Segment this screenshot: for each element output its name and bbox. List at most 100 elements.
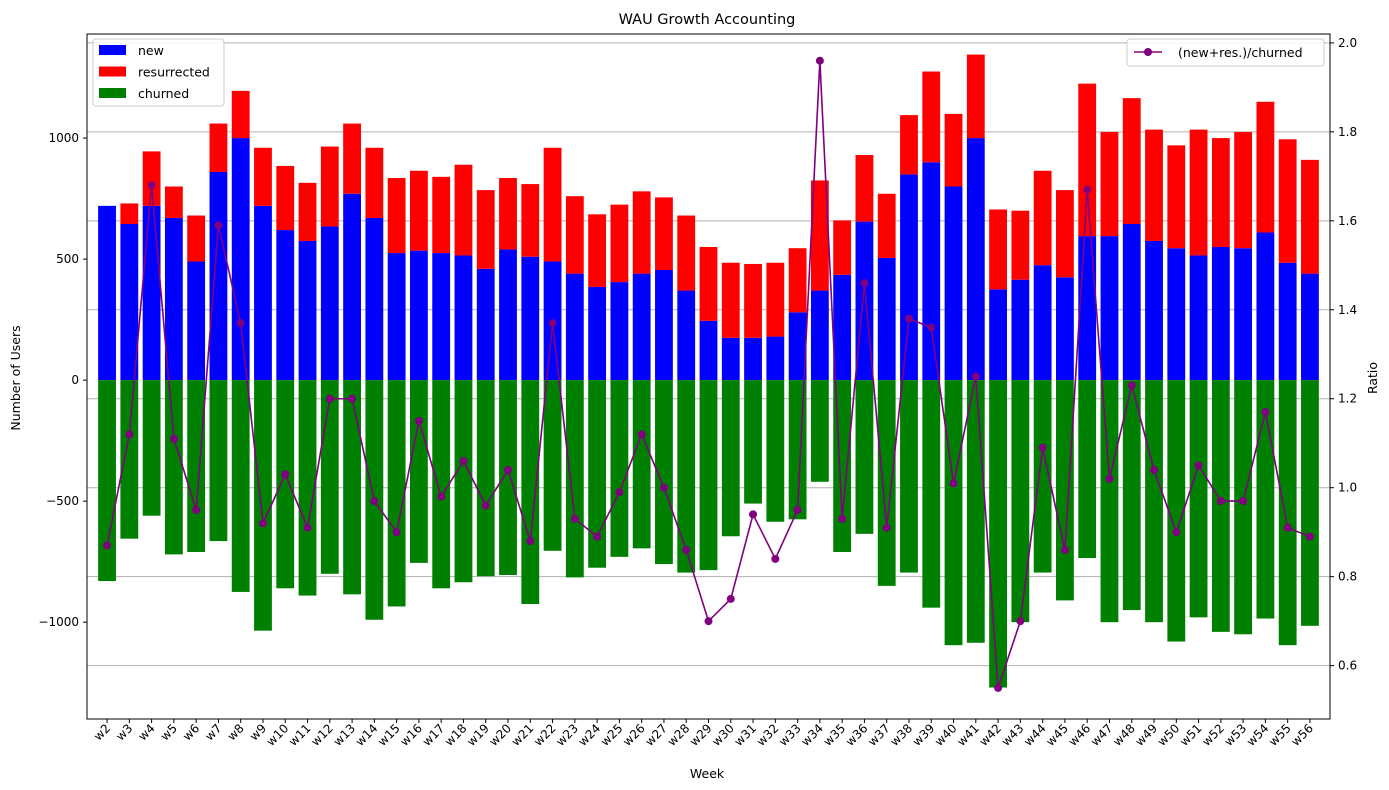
- y-tick-label: 1000: [48, 131, 79, 145]
- bar-new: [788, 312, 807, 381]
- bar-resurrected: [499, 178, 517, 250]
- bar-new: [699, 320, 718, 381]
- x-tick-label: w35: [821, 721, 849, 749]
- bar-new: [766, 336, 785, 381]
- bar-resurrected: [1033, 170, 1052, 266]
- bar-new: [454, 255, 473, 381]
- bar-churned: [1256, 380, 1275, 619]
- bar-churned: [1301, 380, 1319, 626]
- bar-churned: [855, 380, 874, 534]
- ratio-point: [392, 528, 401, 537]
- bar-resurrected: [365, 147, 384, 218]
- bar-resurrected: [387, 178, 406, 254]
- bar-churned: [98, 380, 116, 582]
- x-tick-label: w6: [180, 721, 202, 743]
- x-tick-label: w30: [709, 721, 737, 749]
- ratio-point: [1261, 408, 1270, 417]
- ratio-point: [192, 505, 201, 514]
- bar-resurrected: [254, 147, 272, 206]
- bar-new: [164, 217, 183, 381]
- bar-resurrected: [1278, 139, 1297, 263]
- x-tick-label: w55: [1266, 721, 1294, 749]
- bar-resurrected: [677, 215, 696, 291]
- bar-churned: [877, 380, 896, 586]
- bar-new: [387, 253, 406, 381]
- legend-swatch: [99, 45, 126, 55]
- legend-swatch: [99, 88, 126, 98]
- bar-new: [1100, 236, 1119, 381]
- bar-new: [1301, 273, 1319, 381]
- bar-resurrected: [989, 209, 1007, 290]
- x-tick-label: w17: [420, 721, 448, 749]
- ratio-point: [593, 532, 602, 541]
- bar-churned: [343, 380, 361, 595]
- bar-legend: new resurrected churned: [92, 38, 225, 107]
- x-tick-label: w2: [91, 721, 113, 743]
- y-tick-label: 500: [56, 252, 79, 266]
- bar-new: [632, 273, 651, 381]
- bar-resurrected: [966, 54, 985, 139]
- x-tick-label: w34: [798, 721, 826, 749]
- x-tick-label: w39: [910, 721, 938, 749]
- bar-new: [1234, 248, 1253, 381]
- ratio-point: [793, 505, 802, 514]
- bar-resurrected: [1145, 129, 1163, 241]
- bar-churned: [543, 380, 562, 551]
- bar-resurrected: [320, 146, 339, 227]
- ratio-point: [726, 594, 735, 603]
- bar-resurrected: [231, 90, 250, 139]
- ratio-point: [949, 479, 958, 488]
- bar-churned: [632, 380, 651, 549]
- ratio-point: [1083, 185, 1092, 194]
- bar-new: [98, 205, 116, 381]
- ratio-point: [1016, 617, 1025, 626]
- bar-new: [1011, 279, 1030, 381]
- ratio-point: [637, 430, 646, 439]
- ratio-point: [370, 497, 379, 506]
- y2-tick-label: 2.0: [1338, 36, 1357, 50]
- y-axis-left-label: Number of Users: [8, 325, 23, 430]
- x-tick-label: w56: [1288, 721, 1316, 749]
- x-tick-label: w52: [1199, 721, 1227, 749]
- ratio-point: [103, 541, 112, 550]
- bar-churned: [744, 380, 762, 504]
- x-tick-label: w4: [135, 721, 157, 743]
- bar-resurrected: [1301, 159, 1319, 274]
- x-tick-label: w21: [509, 721, 537, 749]
- ratio-point: [971, 372, 980, 381]
- ratio-point: [882, 523, 891, 532]
- x-tick-label: w27: [642, 721, 670, 749]
- bar-resurrected: [343, 123, 361, 194]
- y-tick-label: −1000: [38, 615, 79, 629]
- bar-new: [900, 174, 918, 381]
- ratio-point: [615, 488, 624, 497]
- bar-churned: [900, 380, 918, 573]
- bar-churned: [521, 380, 540, 605]
- y-tick-label: −500: [46, 494, 79, 508]
- ratio-point: [704, 617, 713, 626]
- bar-resurrected: [721, 262, 740, 338]
- legend-box: [1126, 38, 1325, 67]
- bar-churned: [387, 380, 406, 607]
- bar-churned: [565, 380, 584, 578]
- x-tick-label: w53: [1222, 721, 1250, 749]
- bar-churned: [989, 380, 1007, 688]
- bar-churned: [966, 380, 985, 643]
- ratio-point: [659, 483, 668, 492]
- bar-new: [521, 256, 540, 381]
- legend-label: new: [138, 43, 164, 58]
- bar-resurrected: [298, 182, 317, 241]
- bar-new: [1033, 265, 1052, 381]
- bar-resurrected: [766, 262, 785, 337]
- ratio-point: [1172, 528, 1181, 537]
- y2-tick-label: 0.6: [1338, 659, 1357, 673]
- bar-resurrected: [1256, 101, 1275, 233]
- bar-new: [565, 273, 584, 381]
- bar-new: [989, 289, 1007, 381]
- x-tick-label: w44: [1021, 721, 1049, 749]
- x-tick-label: w3: [113, 721, 135, 743]
- ratio-point: [570, 514, 579, 523]
- x-tick-label: w38: [887, 721, 915, 749]
- y-axis-left-ticks: −1000 −500 0 500 1000: [38, 131, 87, 629]
- ratio-legend: (new+res.)/churned: [1126, 38, 1325, 67]
